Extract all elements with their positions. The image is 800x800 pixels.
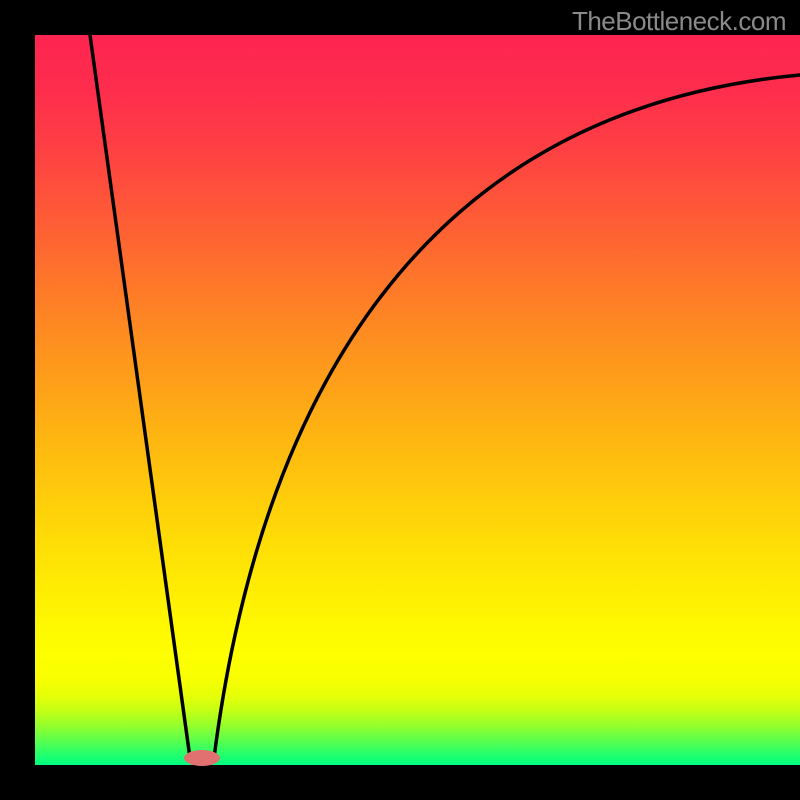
chart-plot-area: [35, 35, 800, 765]
watermark-text: TheBottleneck.com: [572, 6, 786, 37]
bottleneck-chart: [0, 0, 800, 800]
chart-container: TheBottleneck.com: [0, 0, 800, 800]
bottleneck-marker: [184, 750, 220, 766]
